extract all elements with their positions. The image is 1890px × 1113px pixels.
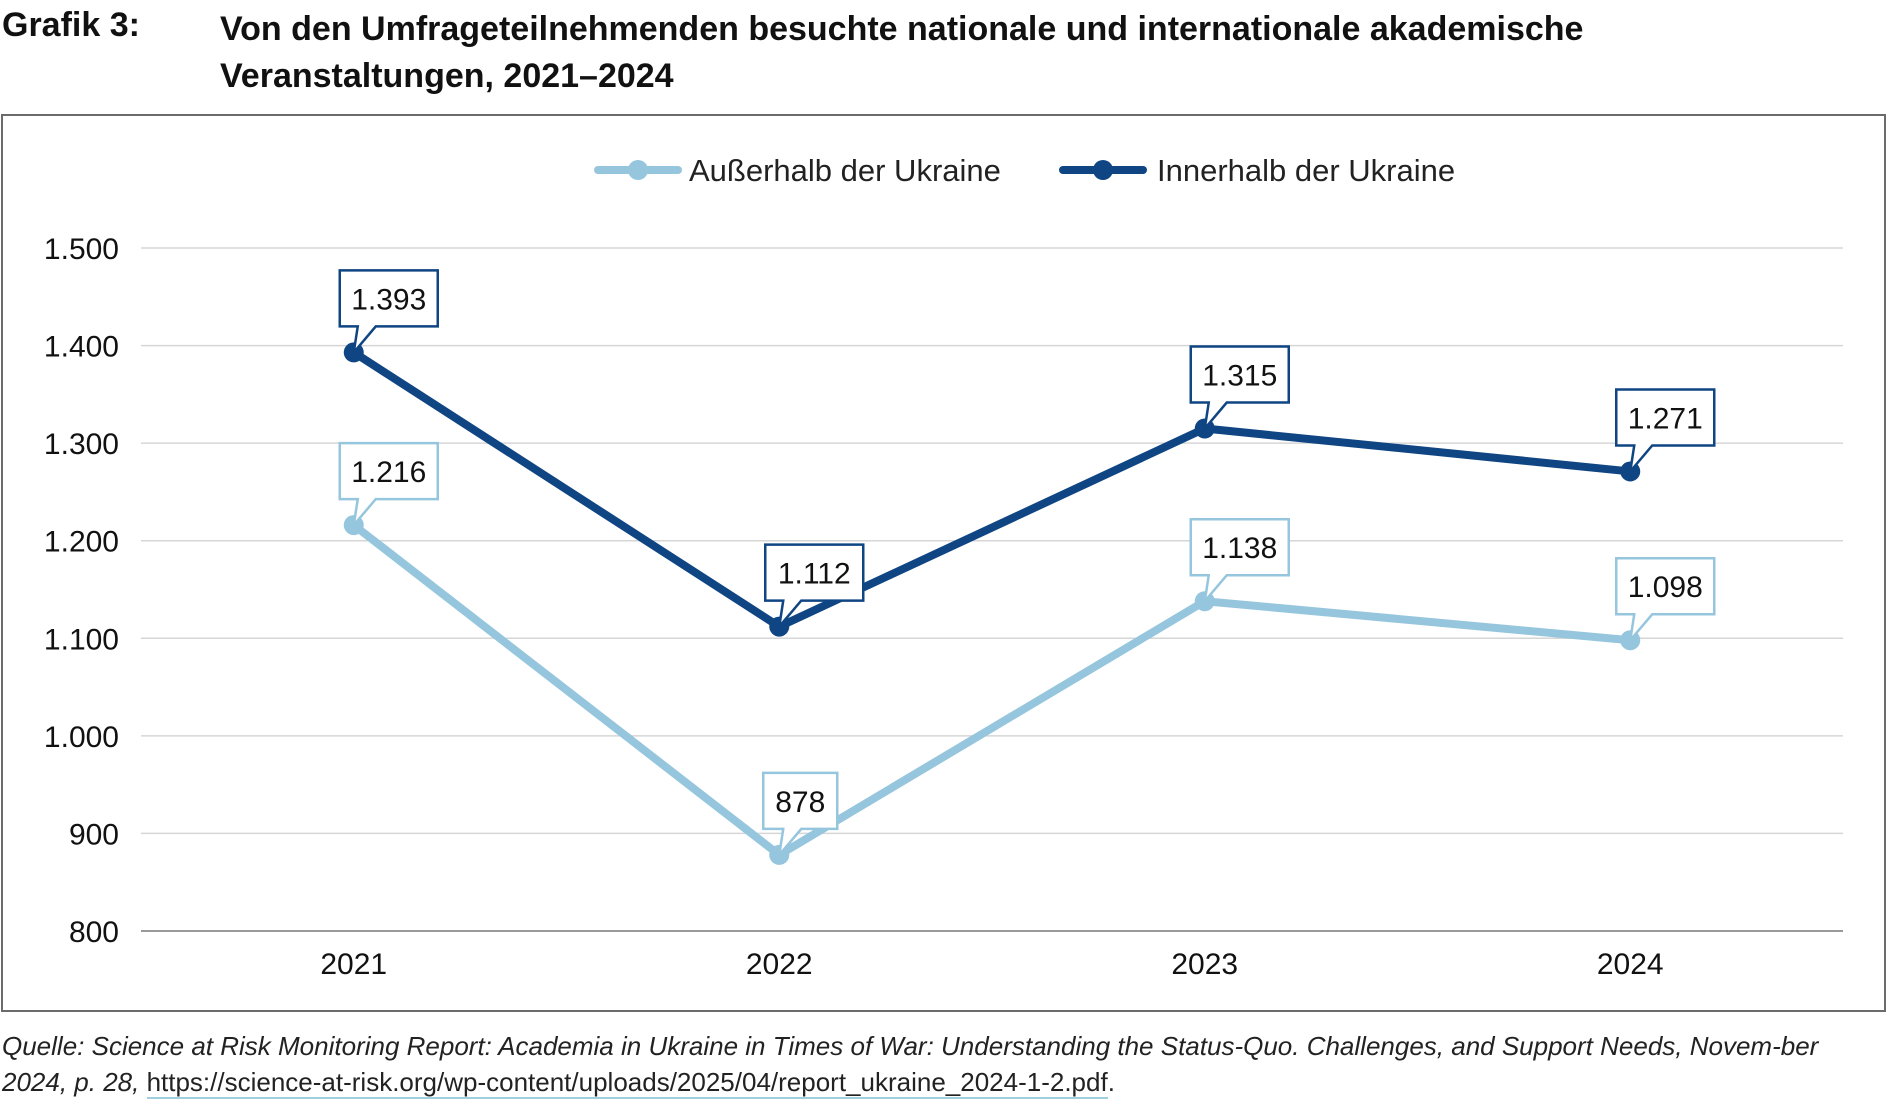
figure-title: Von den Umfrageteilnehmenden besuchte na… — [220, 10, 1584, 95]
data-label: 878 — [775, 786, 825, 819]
data-label: 1.271 — [1628, 402, 1703, 435]
data-label-box — [1615, 556, 1716, 645]
x-tick-label: 2022 — [746, 948, 813, 981]
source-link[interactable]: https://science-at-risk.org/wp-content/u… — [146, 1067, 1108, 1099]
source-citation: Quelle: Science at Risk Monitoring Repor… — [2, 1031, 1819, 1097]
data-label-box — [1615, 388, 1716, 476]
data-label-box — [338, 441, 439, 530]
y-tick-label: 1.100 — [44, 623, 119, 656]
data-label-box — [764, 543, 865, 631]
series-line — [349, 348, 1635, 631]
legend-marker — [1093, 160, 1113, 180]
x-tick-label: 2023 — [1171, 948, 1238, 981]
source-note: Quelle: Science at Risk Monitoring Repor… — [2, 1028, 1882, 1100]
data-label: 1.315 — [1202, 360, 1277, 393]
y-tick-label: 1.000 — [44, 721, 119, 754]
data-label-box — [1189, 345, 1290, 433]
figure-number: Grafik 3: — [2, 6, 140, 44]
legend-label: Außerhalb der Ukraine — [689, 153, 1001, 188]
series-line — [349, 521, 1635, 859]
y-tick-label: 900 — [69, 818, 119, 851]
chart-frame: 800 900 1.000 1.100 1.200 1.300 1.400 1.500 2021… — [1, 114, 1886, 1012]
y-tick-label: 1.200 — [44, 526, 119, 559]
x-tick-label: 2021 — [320, 948, 387, 981]
legend-label: Innerhalb der Ukraine — [1157, 153, 1455, 188]
data-label: 1.098 — [1628, 571, 1703, 604]
x-tick-label: 2024 — [1597, 948, 1664, 981]
source-suffix: . — [1107, 1067, 1115, 1097]
data-label: 1.138 — [1202, 532, 1277, 565]
data-label-box — [1189, 517, 1290, 606]
line-chart: 800 900 1.000 1.100 1.200 1.300 1.400 1.500 2021… — [44, 153, 1843, 981]
y-tick-label: 1.400 — [44, 331, 119, 364]
data-label-box — [338, 269, 439, 357]
y-tick-label: 1.300 — [44, 428, 119, 461]
data-label: 1.112 — [778, 558, 851, 591]
legend-marker — [628, 160, 648, 180]
data-label: 1.216 — [351, 456, 426, 489]
data-label: 1.393 — [351, 283, 426, 316]
data-label-box — [762, 771, 839, 860]
y-tick-label: 1.500 — [44, 233, 119, 266]
y-tick-label: 800 — [69, 916, 119, 949]
